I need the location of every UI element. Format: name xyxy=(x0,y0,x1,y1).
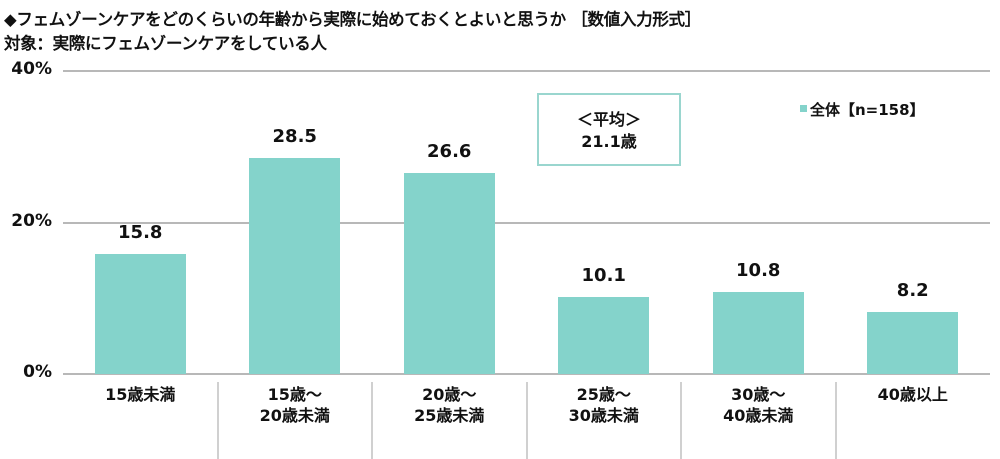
gridline xyxy=(63,70,990,72)
category-separator xyxy=(371,382,373,459)
x-category-label: 15歳未満 xyxy=(105,385,176,404)
y-tick-label: 0% xyxy=(23,362,52,382)
x-category-label: 40歳以上 xyxy=(877,385,948,404)
average-annotation-box: ＜平均＞ 21.1歳 xyxy=(537,93,681,166)
bar-value-label: 28.5 xyxy=(272,126,317,148)
legend-swatch-icon xyxy=(800,105,807,112)
gridline xyxy=(63,373,990,375)
bar-value-label: 10.1 xyxy=(581,265,626,287)
bar xyxy=(558,297,650,374)
legend-label: 全体【n=158】 xyxy=(810,101,925,119)
bar-value-label: 15.8 xyxy=(118,222,163,244)
y-tick-label: 40% xyxy=(11,59,52,79)
average-value: 21.1歳 xyxy=(581,132,637,151)
category-separator xyxy=(525,382,528,459)
x-category-label: 25歳～ 30歳未満 xyxy=(568,385,639,425)
bar xyxy=(94,254,186,374)
chart-subtitle: 対象：実際にフェムゾーンケアをしている人 xyxy=(4,34,327,53)
bar xyxy=(249,158,341,374)
bar-value-label: 8.2 xyxy=(896,279,929,301)
chart-title-line1: ◆フェムゾーンケアをどのくらいの年齢から実際に始めておくとよいと思うか ［数値入… xyxy=(4,10,701,29)
category-separator xyxy=(834,382,837,459)
x-category-label: 30歳～ 40歳未満 xyxy=(723,385,794,425)
bar xyxy=(712,292,804,374)
legend: 全体【n=158】 xyxy=(800,99,925,120)
gridline xyxy=(63,221,990,224)
bar xyxy=(867,311,959,374)
average-label: ＜平均＞ xyxy=(576,110,641,129)
category-separator xyxy=(680,382,682,459)
category-separator xyxy=(216,382,219,459)
bar xyxy=(403,172,495,374)
bar-value-label: 26.6 xyxy=(427,140,472,162)
y-tick-label: 20% xyxy=(11,210,52,231)
x-category-label: 15歳～ 20歳未満 xyxy=(259,385,330,425)
x-category-label: 20歳～ 25歳未満 xyxy=(414,385,485,425)
bar-value-label: 10.8 xyxy=(736,260,781,282)
